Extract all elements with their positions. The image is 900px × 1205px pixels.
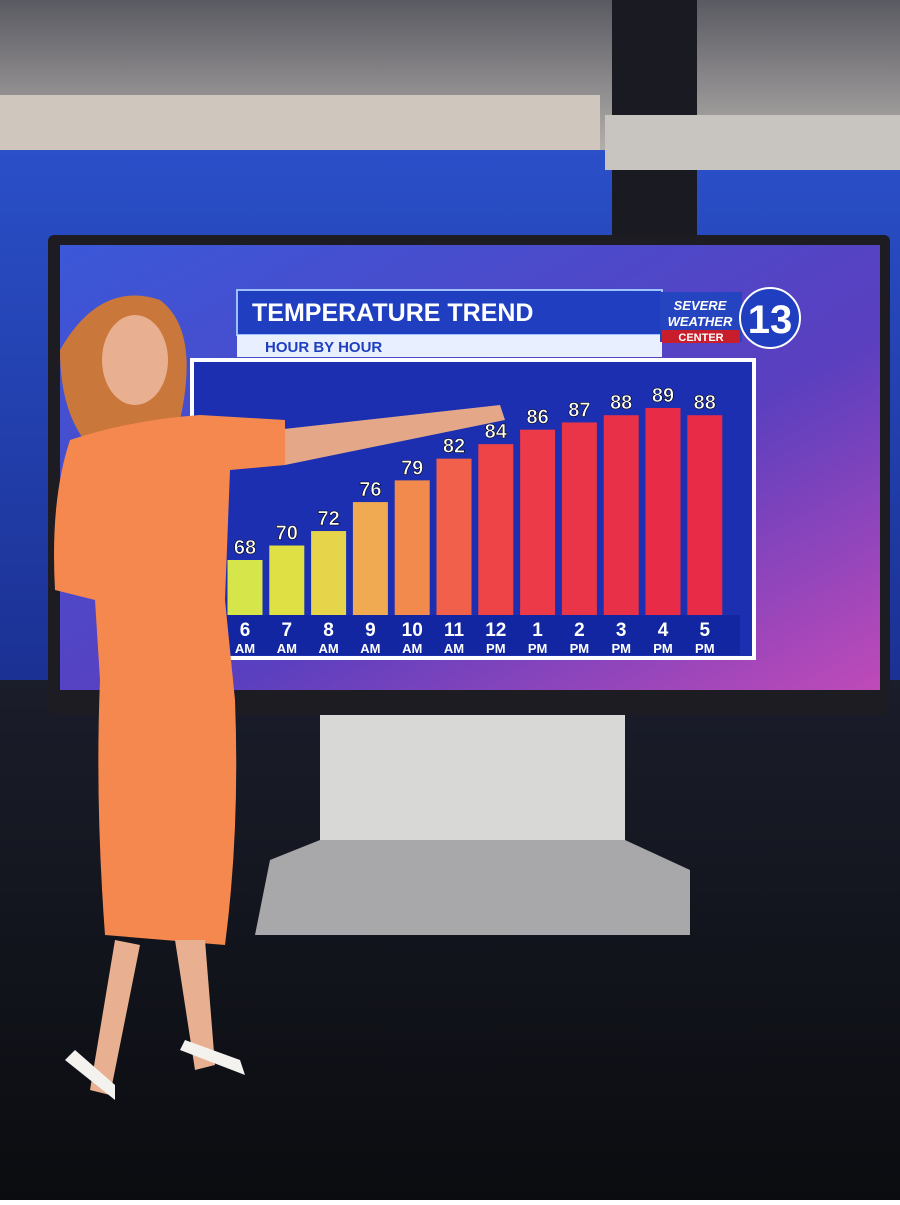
- shoes: [65, 1040, 245, 1100]
- x-tick-label: 6 AM: [235, 620, 255, 656]
- x-tick-label: 11 AM: [444, 620, 465, 656]
- bar: [645, 407, 681, 615]
- logo-channel: 13: [748, 298, 793, 342]
- bar: [687, 415, 723, 615]
- chart: 68 6 AM 70 7 AM 72 8 AM 76 9 AM 79 10 AM 82 11 AM 84 12 PM 86…: [227, 385, 723, 656]
- value-label: 88: [694, 392, 716, 414]
- bar: [394, 480, 430, 615]
- ceiling-light: [0, 95, 600, 150]
- presenter: [54, 295, 505, 1100]
- face: [102, 315, 168, 405]
- stand-base: [255, 840, 690, 935]
- x-tick-label: 8 AM: [318, 620, 338, 656]
- x-tick-label: 4 PM: [653, 620, 673, 656]
- x-tick-label: 2 PM: [570, 620, 590, 656]
- value-label: 70: [276, 523, 298, 545]
- label-strip: [200, 615, 740, 655]
- arm: [275, 405, 505, 465]
- x-tick-label: 1 PM: [528, 620, 548, 656]
- bar: [561, 422, 597, 615]
- station-logo: SEVERE WEATHER CENTER 13: [660, 287, 801, 349]
- bar: [478, 444, 514, 615]
- chart-subtitle: HOUR BY HOUR: [265, 339, 382, 356]
- chart-title: TEMPERATURE TREND: [252, 299, 533, 327]
- x-tick-label: 12 PM: [485, 620, 506, 656]
- value-label: 68: [234, 537, 256, 559]
- logo-strip: [662, 330, 740, 343]
- value-label: 87: [568, 399, 590, 421]
- legs: [90, 940, 215, 1095]
- subtitle-bar: [237, 335, 662, 357]
- logo-line3: CENTER: [678, 332, 723, 344]
- value-label: 76: [359, 479, 381, 501]
- value-label: 86: [526, 407, 548, 429]
- x-tick-label: 3 PM: [611, 620, 631, 656]
- dress: [54, 415, 285, 945]
- bar: [311, 531, 347, 615]
- bar: [352, 502, 388, 615]
- logo-line1: SEVERE: [674, 298, 727, 313]
- x-tick-label: 5 PM: [695, 620, 715, 656]
- logo-line2: WEATHER: [668, 314, 733, 329]
- pillar-ring: [605, 115, 900, 170]
- value-label: 84: [485, 421, 508, 443]
- value-label: 82: [443, 436, 465, 458]
- bar: [269, 545, 305, 615]
- bar: [603, 415, 639, 615]
- value-label: 88: [610, 392, 632, 414]
- x-tick-label: 10 AM: [402, 620, 423, 656]
- bar: [520, 429, 556, 615]
- x-tick-label: 7 AM: [277, 620, 297, 656]
- value-label: 79: [401, 457, 423, 479]
- logo-circle: [739, 287, 801, 349]
- value-label: 89: [652, 385, 674, 407]
- bar: [227, 560, 263, 615]
- bar: [436, 458, 472, 615]
- value-label: 72: [317, 508, 339, 530]
- x-tick-label: 9 AM: [360, 620, 380, 656]
